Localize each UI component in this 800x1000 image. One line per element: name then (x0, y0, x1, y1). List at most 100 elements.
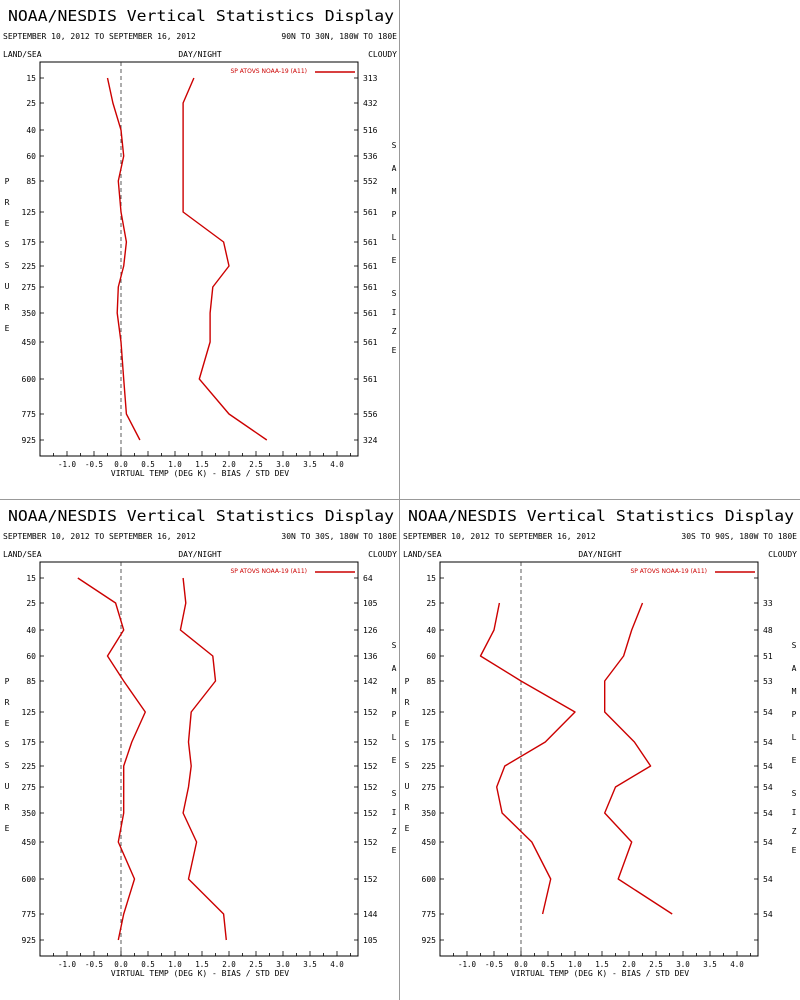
x-tick-label: 0.5 (141, 460, 155, 469)
pressure-level-label: 350 (22, 309, 37, 318)
pressure-level-label: 60 (26, 652, 36, 661)
date-range: SEPTEMBER 10, 2012 TO SEPTEMBER 16, 2012 (3, 32, 196, 41)
pressure-level-label: 600 (22, 875, 37, 884)
y-axis-letter: E (405, 824, 410, 833)
plot-frame (39, 561, 359, 957)
y-axis-letter: S (405, 761, 410, 770)
pressure-level-label: 15 (26, 574, 36, 583)
pressure-level-label: 350 (422, 809, 437, 818)
y2-axis-letter: S (792, 789, 797, 798)
chart-svg: NOAA/NESDIS Vertical Statistics Display S… (3, 7, 397, 478)
std_dev-line (179, 577, 227, 941)
y2-axis-letter: S (792, 641, 797, 650)
y2-axis-letter: I (392, 308, 397, 317)
sample-size-label: 105 (363, 936, 378, 945)
sample-size-label: 561 (363, 338, 378, 347)
y-axis-letter: R (5, 303, 10, 312)
x-tick-label: -1.0 (458, 960, 477, 969)
x-tick-label: 1.5 (195, 960, 209, 969)
x-tick-label: 2.0 (222, 960, 236, 969)
bias-line (77, 577, 147, 941)
sample-size-label: 152 (363, 783, 378, 792)
y-axis-letter: S (405, 740, 410, 749)
y-axis-letter: R (5, 803, 10, 812)
pressure-level-label: 600 (22, 375, 37, 384)
sample-size-label: 54 (763, 809, 773, 818)
land-sea-label: LAND/SEA (403, 550, 442, 559)
y2-axis-letter: P (392, 710, 397, 719)
pressure-level-label: 15 (426, 574, 436, 583)
pressure-level-label: 125 (422, 708, 437, 717)
sample-size-label: 536 (363, 152, 378, 161)
pressure-level-label: 275 (22, 783, 37, 792)
y2-axis-letter: P (792, 710, 797, 719)
y2-axis-letter: E (392, 346, 397, 355)
y-axis-letter: U (5, 282, 10, 291)
x-tick-label: 4.0 (330, 960, 344, 969)
x-tick-label: -1.0 (58, 960, 77, 969)
sample-size-label: 54 (763, 838, 773, 847)
x-tick-label: 1.5 (595, 960, 609, 969)
y2-axis-letter: A (392, 664, 397, 673)
pressure-level-label: 600 (422, 875, 437, 884)
y2-axis-letter: A (392, 164, 397, 173)
y-axis-letter: R (5, 698, 10, 707)
x-tick-label: 4.0 (730, 960, 744, 969)
land-sea-label: LAND/SEA (3, 550, 42, 559)
legend-label: SP ATOVS NOAA-19 (A11) (230, 68, 307, 75)
vertical-divider (399, 0, 400, 1000)
chart-title: NOAA/NESDIS Vertical Statistics Display (8, 7, 394, 25)
x-axis-label: VIRTUAL TEMP (DEG K) - BIAS / STD DEV (111, 969, 289, 978)
sample-size-label: 432 (363, 99, 378, 108)
sample-size-label: 324 (363, 436, 378, 445)
pressure-level-label: 225 (22, 762, 37, 771)
y-axis-letter: R (5, 198, 10, 207)
x-tick-label: 1.0 (168, 960, 182, 969)
x-tick-label: 3.0 (276, 960, 290, 969)
y2-axis-letter: Z (392, 327, 397, 336)
x-tick-label: 0.5 (541, 960, 555, 969)
x-tick-label: 2.0 (622, 960, 636, 969)
pressure-level-label: 25 (426, 599, 436, 608)
day-night-label: DAY/NIGHT (178, 50, 222, 59)
pressure-level-label: 175 (22, 738, 37, 747)
region-label: 90N TO 30N, 180W TO 180E (281, 32, 397, 41)
y-axis-letter: P (5, 677, 10, 686)
std_dev-line (603, 602, 673, 915)
x-tick-label: 3.5 (303, 960, 317, 969)
pressure-level-label: 60 (26, 152, 36, 161)
y-axis-letter: E (5, 324, 10, 333)
sample-size-label: 51 (763, 652, 773, 661)
pressure-level-label: 275 (22, 283, 37, 292)
y2-axis-letter: M (392, 687, 397, 696)
chart-title: NOAA/NESDIS Vertical Statistics Display (408, 507, 794, 525)
pressure-level-label: 85 (426, 677, 436, 686)
land-sea-label: LAND/SEA (3, 50, 42, 59)
y2-axis-letter: E (392, 756, 397, 765)
y2-axis-letter: S (392, 641, 397, 650)
x-tick-label: -1.0 (58, 460, 77, 469)
pressure-level-label: 450 (422, 838, 437, 847)
stats-panel-sh: NOAA/NESDIS Vertical Statistics Display S… (400, 500, 800, 1000)
y2-axis-letter: I (392, 808, 397, 817)
pressure-level-label: 275 (422, 783, 437, 792)
sample-size-label: 561 (363, 309, 378, 318)
y2-axis-letter: E (392, 256, 397, 265)
sample-size-label: 561 (363, 375, 378, 384)
pressure-level-label: 40 (426, 626, 436, 635)
pressure-level-label: 175 (22, 238, 37, 247)
y2-axis-letter: L (392, 733, 397, 742)
x-tick-label: 3.5 (703, 960, 717, 969)
plot-frame (39, 61, 359, 457)
pressure-level-label: 25 (26, 99, 36, 108)
pressure-level-label: 15 (26, 74, 36, 83)
x-tick-label: 3.0 (276, 460, 290, 469)
y2-axis-letter: Z (392, 827, 397, 836)
sample-size-label: 152 (363, 762, 378, 771)
std_dev-line (182, 77, 268, 441)
sample-size-label: 152 (363, 708, 378, 717)
cloudy-label: CLOUDY (768, 550, 797, 559)
sample-size-label: 142 (363, 677, 378, 686)
y2-axis-letter: A (792, 664, 797, 673)
pressure-level-label: 40 (26, 626, 36, 635)
